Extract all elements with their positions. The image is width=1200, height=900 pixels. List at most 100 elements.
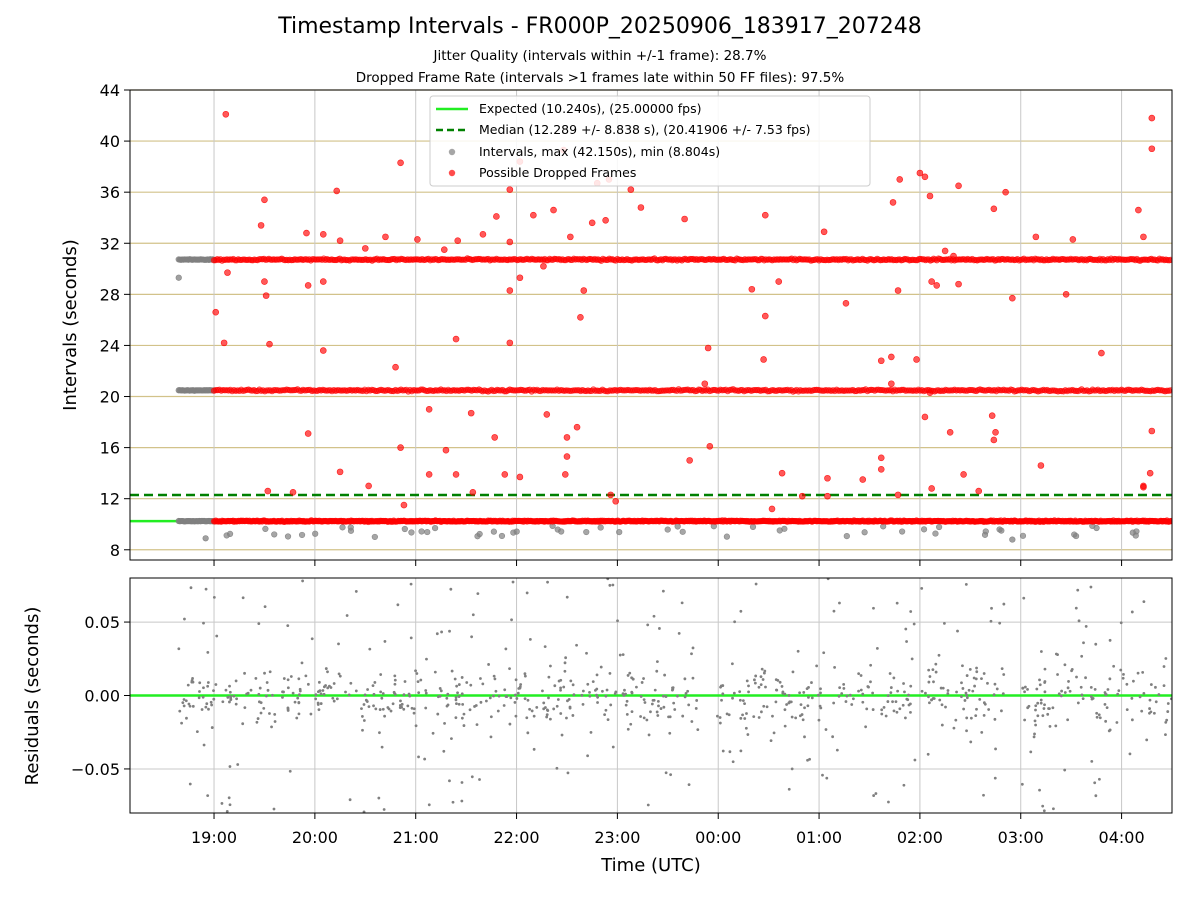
residual-point xyxy=(661,589,665,593)
dropped-outlier-point xyxy=(304,282,312,289)
residual-point xyxy=(1043,690,1047,694)
dropped-outlier-point xyxy=(761,211,769,219)
residual-point xyxy=(932,680,935,684)
residual-point xyxy=(913,758,917,762)
residual-point xyxy=(990,606,993,610)
residual-point xyxy=(297,693,301,697)
residual-point xyxy=(345,614,349,617)
intervals-legend: Expected (10.240s), (25.00000 fps) Media… xyxy=(429,95,871,187)
residual-point xyxy=(372,692,376,696)
residual-point xyxy=(961,664,964,668)
residual-point xyxy=(1002,602,1006,606)
residual-point xyxy=(669,773,673,777)
residual-ytick-label-1: 0.00 xyxy=(84,687,120,706)
residual-point xyxy=(286,686,290,690)
residual-point xyxy=(640,681,644,684)
residual-point xyxy=(492,694,495,698)
residual-point xyxy=(1048,724,1052,728)
residual-point xyxy=(409,636,413,640)
residual-point xyxy=(995,687,999,691)
residual-point xyxy=(783,724,787,728)
dropped-outlier-point xyxy=(1037,462,1045,469)
interval-point xyxy=(202,535,209,542)
residual-point xyxy=(1039,650,1043,653)
residual-point xyxy=(198,690,201,693)
interval-point xyxy=(583,528,590,536)
residual-point xyxy=(817,718,821,722)
dropped-outlier-point xyxy=(264,487,272,495)
residual-point xyxy=(319,692,323,696)
intervals-vertical-grid xyxy=(213,90,1123,560)
dropped-outlier-point xyxy=(1140,483,1147,491)
residual-point xyxy=(639,715,642,718)
residual-point xyxy=(1074,606,1078,610)
residual-point xyxy=(1164,720,1168,724)
time-xtick-label-0200: 02:00 xyxy=(897,828,943,847)
residual-point xyxy=(448,629,451,633)
residual-point xyxy=(257,622,261,626)
residual-point xyxy=(952,726,956,730)
residual-point xyxy=(1066,686,1070,690)
residual-point xyxy=(1033,719,1037,723)
residual-point xyxy=(655,710,659,714)
residual-point xyxy=(965,716,969,720)
residual-point xyxy=(833,665,836,669)
residual-point xyxy=(379,690,383,694)
dropped-outlier-point xyxy=(333,187,341,195)
dropped-outlier-point xyxy=(602,216,609,224)
residual-point xyxy=(535,705,539,709)
residual-point xyxy=(451,800,455,804)
residual-point xyxy=(898,707,902,711)
residual-point xyxy=(1138,695,1142,699)
residual-point xyxy=(626,674,630,677)
residual-point xyxy=(270,725,273,729)
dropped-outlier-point xyxy=(926,192,934,200)
residual-point xyxy=(516,691,520,695)
time-x-axis-label: Time (UTC) xyxy=(600,855,701,876)
residual-point xyxy=(560,733,564,737)
residual-point xyxy=(803,735,806,739)
residual-point xyxy=(630,676,634,680)
residual-point xyxy=(189,586,193,590)
residual-point xyxy=(1141,670,1145,674)
residual-point xyxy=(469,683,473,687)
interval-point xyxy=(271,531,278,538)
dropped-outlier-point xyxy=(1148,145,1156,153)
dropped-outlier-point xyxy=(894,287,902,294)
residual-point xyxy=(974,677,978,681)
dropped-outlier-point xyxy=(1032,233,1040,241)
residual-point xyxy=(731,760,735,764)
residual-point xyxy=(180,721,183,725)
residual-point xyxy=(450,737,453,740)
residual-point xyxy=(946,692,950,695)
dropped-outlier-point xyxy=(768,505,776,513)
residual-point xyxy=(316,701,320,705)
residual-point xyxy=(360,707,363,711)
residual-point xyxy=(965,693,969,697)
dropped-outlier-point xyxy=(261,196,268,204)
residual-point xyxy=(1140,709,1144,713)
residual-point xyxy=(1036,701,1040,705)
residual-point xyxy=(1121,676,1125,680)
residual-point xyxy=(457,702,461,706)
residual-point xyxy=(417,691,421,695)
residual-point xyxy=(909,702,912,706)
dropped-outlier-point xyxy=(824,492,831,500)
residual-point xyxy=(891,700,894,704)
residual-point xyxy=(775,688,778,692)
residual-point xyxy=(603,713,607,717)
interval-point xyxy=(558,528,565,535)
dropped-outlier-point xyxy=(397,159,404,167)
residual-point xyxy=(824,728,828,731)
residual-point xyxy=(571,714,575,717)
residual-point xyxy=(605,688,609,692)
residual-point xyxy=(912,622,916,626)
residual-point xyxy=(504,647,508,651)
dropped-outlier-point xyxy=(224,269,231,276)
interval-point xyxy=(920,526,928,533)
residual-point xyxy=(1112,664,1116,668)
residual-point xyxy=(606,578,610,581)
dropped-outlier-point xyxy=(612,497,620,505)
residual-point xyxy=(541,689,544,693)
